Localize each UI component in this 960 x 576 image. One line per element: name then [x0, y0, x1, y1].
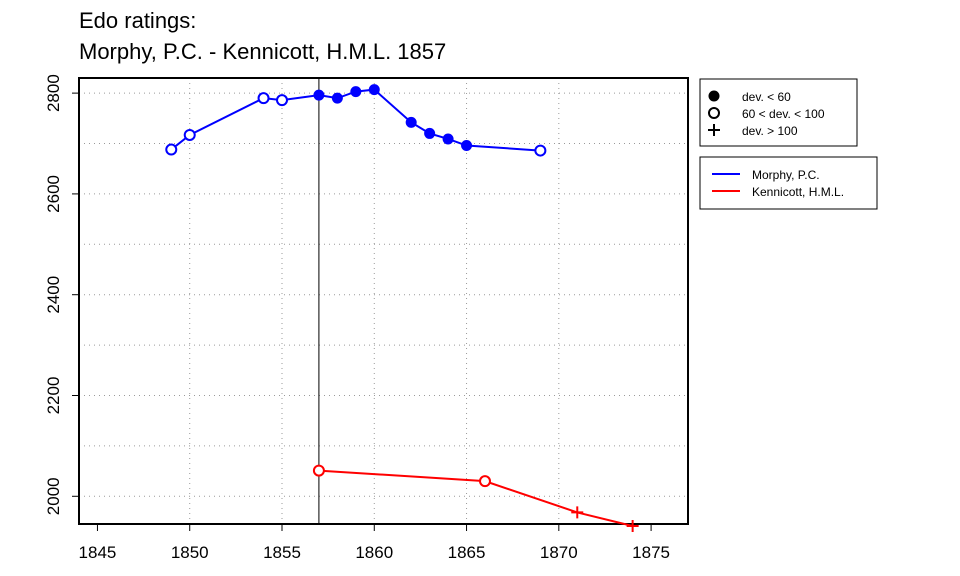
marker-legend-label: dev. < 60 — [742, 90, 791, 104]
y-tick-label: 2400 — [44, 276, 63, 314]
data-point-morphy — [276, 94, 288, 107]
x-tick-label: 1850 — [171, 543, 209, 562]
data-point-morphy — [350, 86, 362, 98]
x-tick-label: 1875 — [632, 543, 670, 562]
y-tick-label: 2800 — [44, 74, 63, 112]
data-point-morphy — [424, 127, 436, 139]
x-tick-label: 1865 — [448, 543, 486, 562]
series-legend-label: Morphy, P.C. — [752, 168, 820, 182]
data-point-morphy — [331, 92, 343, 104]
x-tick-label: 1855 — [263, 543, 301, 562]
marker-legend-label: dev. > 100 — [742, 124, 798, 138]
series-line-morphy — [170, 88, 541, 152]
data-point-kennicott — [626, 520, 639, 533]
x-tick-label: 1870 — [540, 543, 578, 562]
y-tick-label: 2000 — [44, 477, 63, 515]
data-point-morphy — [461, 140, 473, 152]
legend-marker-filled — [708, 90, 720, 102]
marker-legend-box — [699, 78, 858, 147]
chart-title-line1: Edo ratings: — [79, 8, 197, 33]
chart-title-line2: Morphy, P.C. - Kennicott, H.M.L. 1857 — [79, 39, 447, 64]
data-point-kennicott — [571, 506, 584, 519]
x-tick-label: 1845 — [79, 543, 117, 562]
data-point-morphy — [165, 143, 178, 156]
series-legend-label: Kennicott, H.M.L. — [752, 185, 844, 199]
data-point-kennicott — [479, 475, 491, 488]
data-point-morphy — [257, 92, 270, 105]
data-point-morphy — [442, 133, 454, 145]
data-point-morphy — [534, 144, 547, 157]
data-point-kennicott — [312, 464, 325, 477]
y-tick-label: 2200 — [44, 377, 63, 415]
series-line-kennicott — [318, 469, 633, 527]
plot-frame — [78, 77, 689, 525]
data-point-morphy — [313, 89, 325, 101]
legend-marker-plus — [708, 124, 720, 136]
data-point-morphy — [368, 84, 380, 96]
marker-legend-label: 60 < dev. < 100 — [742, 107, 825, 121]
data-point-morphy — [183, 128, 196, 141]
legend-marker-open — [708, 107, 720, 119]
x-tick-label: 1860 — [355, 543, 393, 562]
data-point-morphy — [405, 116, 417, 128]
series-legend-box — [699, 156, 878, 210]
y-tick-label: 2600 — [44, 175, 63, 213]
